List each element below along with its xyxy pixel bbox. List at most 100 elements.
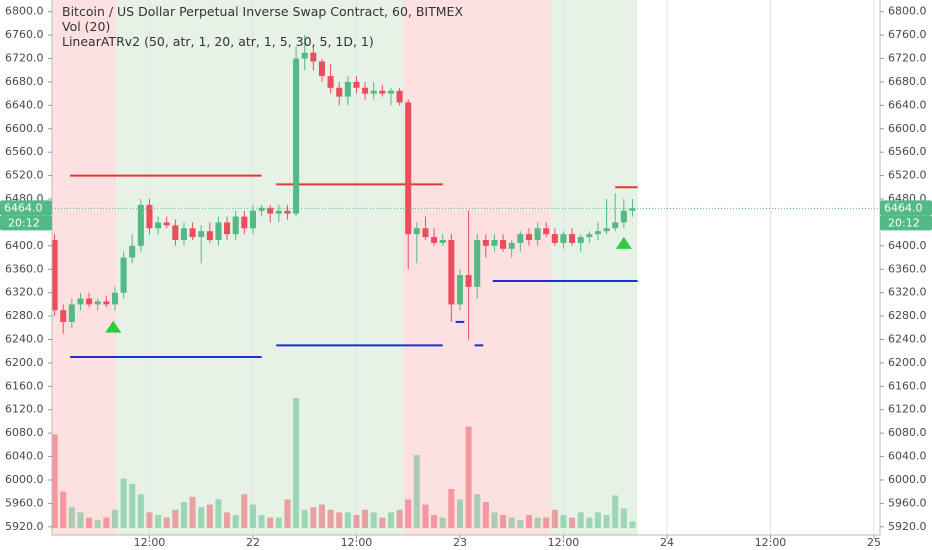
- candle-body: [318, 61, 325, 77]
- candle-body: [465, 275, 472, 287]
- candle-body: [172, 225, 179, 240]
- candle-body: [163, 222, 170, 226]
- volume-bar: [327, 509, 334, 528]
- candle-body: [267, 207, 274, 214]
- volume-bar: [258, 515, 265, 528]
- candle-body: [60, 310, 67, 322]
- volume-bar: [163, 517, 170, 528]
- volume-bar: [68, 507, 75, 528]
- volume-bar: [603, 515, 610, 528]
- y-tick-label: 6560.0: [5, 145, 44, 158]
- candle-body: [293, 58, 300, 214]
- y-tick-label: 6600.0: [5, 122, 44, 135]
- candle-body: [387, 90, 394, 94]
- candle-body: [284, 210, 291, 214]
- volume-bar: [301, 509, 308, 528]
- signal-zone: [116, 0, 404, 535]
- volume-bar: [232, 515, 239, 528]
- axes-layer: 5920.0 5920.0 5960.0 5960.0 6000.0 6000.0 6040…: [5, 0, 927, 549]
- volume-bar: [129, 483, 136, 528]
- y-tick-label: 6120.0: [5, 403, 44, 416]
- candle-body: [482, 239, 489, 246]
- volume-bar: [206, 504, 213, 528]
- volume-bar: [543, 517, 550, 528]
- volume-bar: [551, 509, 558, 528]
- volume-bar: [534, 517, 541, 528]
- volume-bar: [517, 520, 524, 528]
- y-tick-label: 6000.0: [888, 473, 927, 486]
- volume-bar: [77, 512, 84, 528]
- volume-bar: [284, 499, 291, 528]
- candle-body: [198, 231, 205, 238]
- candle-body: [77, 298, 84, 305]
- y-tick-label: 6040.0: [888, 450, 927, 463]
- grid-layer: [148, 0, 875, 535]
- candle-body: [249, 210, 256, 229]
- candle-body: [379, 90, 386, 94]
- y-tick-label: 6680.0: [888, 75, 927, 88]
- volume-bar: [94, 520, 101, 528]
- indicator-legend: LinearATRv2 (50, atr, 1, 20, atr, 1, 5, …: [62, 34, 374, 49]
- volume-bar: [137, 494, 144, 528]
- volume-bar: [586, 517, 593, 528]
- candle-body: [577, 237, 584, 243]
- volume-bar: [362, 509, 369, 528]
- candle-body: [370, 90, 377, 94]
- y-tick-label: 6280.0: [5, 309, 44, 322]
- x-tick-label: 23: [453, 536, 467, 549]
- last-price-box: [0, 200, 52, 216]
- volume-bar: [482, 502, 489, 528]
- volume-bar: [448, 489, 455, 528]
- y-tick-label: 6360.0: [5, 262, 44, 275]
- last-price-label: 6464.0: [884, 201, 923, 214]
- volume-bar: [422, 504, 429, 528]
- candle-body: [275, 210, 282, 214]
- volume-bar: [525, 515, 532, 528]
- y-tick-label: 6800.0: [888, 5, 927, 18]
- candle-body: [620, 210, 627, 223]
- volume-bar: [620, 508, 627, 528]
- y-tick-label: 6640.0: [888, 98, 927, 111]
- candle-body: [155, 222, 162, 229]
- y-tick-label: 6320.0: [888, 286, 927, 299]
- candle-body: [206, 231, 213, 240]
- y-tick-label: 6720.0: [5, 52, 44, 65]
- candle-body: [215, 222, 222, 240]
- y-tick-label: 6400.0: [888, 239, 927, 252]
- candle-body: [422, 228, 429, 238]
- y-tick-label: 5960.0: [888, 496, 927, 509]
- candle-body: [456, 275, 463, 305]
- volume-legend: Vol (20): [62, 19, 110, 34]
- x-tick-label: 22: [246, 536, 260, 549]
- y-tick-label: 6800.0: [5, 5, 44, 18]
- candle-body: [439, 239, 446, 243]
- candle-body: [569, 234, 576, 243]
- volume-bar: [612, 495, 619, 528]
- volume-bar: [51, 434, 58, 528]
- candle-body: [86, 298, 93, 305]
- candle-body: [189, 228, 196, 238]
- volume-bar: [431, 515, 438, 528]
- candle-body: [543, 228, 550, 235]
- volume-bar: [336, 512, 343, 528]
- y-tick-label: 6120.0: [888, 403, 927, 416]
- y-tick-label: 5920.0: [5, 520, 44, 533]
- candle-body: [525, 234, 532, 240]
- volume-bar: [439, 517, 446, 528]
- candle-body: [586, 234, 593, 238]
- volume-bar: [146, 512, 153, 528]
- candle-body: [137, 204, 144, 246]
- y-tick-label: 6000.0: [5, 473, 44, 486]
- candle-body: [448, 239, 455, 305]
- candle-body: [612, 222, 619, 229]
- volume-bar: [86, 517, 93, 528]
- volume-bar: [396, 509, 403, 528]
- y-tick-label: 6240.0: [888, 332, 927, 345]
- y-tick-label: 6320.0: [5, 286, 44, 299]
- candle-body: [327, 76, 334, 88]
- y-tick-label: 5960.0: [5, 496, 44, 509]
- countdown-box: [880, 215, 932, 231]
- volume-bar: [189, 496, 196, 528]
- buy-signal: [105, 320, 122, 333]
